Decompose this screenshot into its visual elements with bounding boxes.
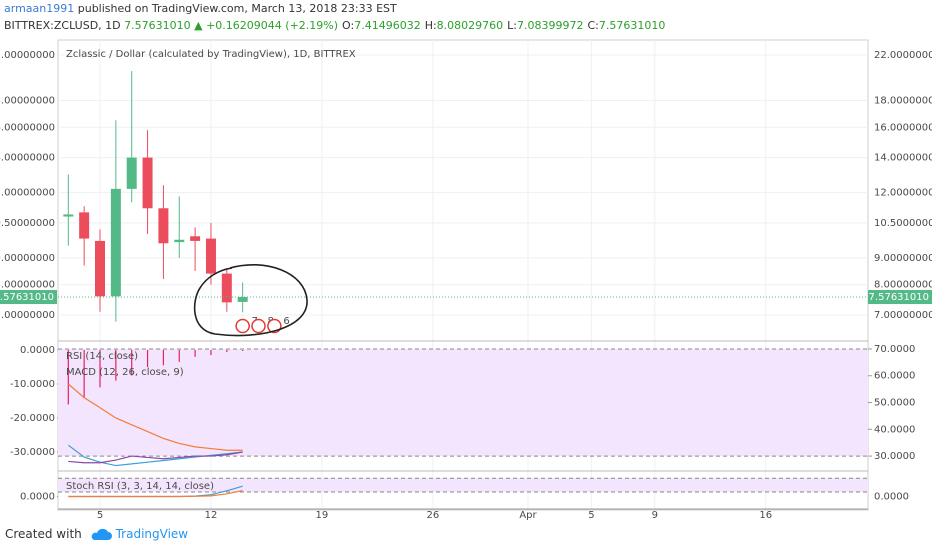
last-price-label: 7.57631010 <box>869 292 929 303</box>
y-tick-label: 0.0000 <box>20 345 55 356</box>
indicator-line <box>68 489 243 498</box>
y-tick-label: -30.0000 <box>10 447 55 458</box>
chart-title: Zclassic / Dollar (calculated by Trading… <box>66 49 356 60</box>
published: published on TradingView.com, March 13, … <box>77 2 397 15</box>
y2-tick-label: 7.00000000 <box>874 310 932 321</box>
x-tick-label: Apr <box>519 510 537 520</box>
last-price: 7.57631010 <box>124 19 191 32</box>
ohlc-value: 7.08399972 <box>517 19 584 32</box>
ohlc: O:7.41496032 H:8.08029760 L:7.08399972 C:7.… <box>338 19 665 32</box>
ohlc-label: O: <box>342 19 355 32</box>
band-fill <box>58 478 868 492</box>
band-fill <box>58 348 868 457</box>
ohlc-label: H: <box>424 19 437 32</box>
indicator-label: RSI (14, close) <box>66 351 138 362</box>
header: armaan1991 published on TradingView.com,… <box>4 0 665 34</box>
y2-tick-label: 70.0000 <box>874 344 915 355</box>
change: ▲ +0.16209044 (+2.19%) <box>194 19 339 32</box>
indicator-line <box>67 383 243 451</box>
x-tick-label: 26 <box>427 510 440 520</box>
y2-tick-label: 10.50000000 <box>874 218 932 229</box>
y2-tick-label: 50.0000 <box>874 398 915 409</box>
y-tick-label: 0.0000 <box>20 492 55 503</box>
y2-tick-label: 30.0000 <box>874 451 915 462</box>
candle-body <box>158 208 169 244</box>
ohlc-value: 8.08029760 <box>436 19 504 32</box>
y2-tick-label: 16.00000000 <box>874 122 932 133</box>
x-tick-label: 5 <box>588 510 594 520</box>
y2-tick-label: 22.00000000 <box>874 50 932 61</box>
candle-body <box>205 238 216 274</box>
last-price-box <box>0 290 57 305</box>
author[interactable]: armaan1991 <box>4 2 75 15</box>
candle-body <box>126 157 137 189</box>
candle-body <box>95 240 106 297</box>
x-tick-label: 16 <box>759 510 772 520</box>
x-tick-label: 19 <box>316 510 329 520</box>
indicator-line <box>68 451 243 464</box>
candle-body <box>190 236 201 241</box>
brand[interactable]: TradingView <box>115 527 189 541</box>
y-tick-label: 10.50000000 <box>0 218 55 229</box>
y2-tick-label: 8.00000000 <box>874 280 932 291</box>
candle-body <box>174 239 185 243</box>
y-tick-label: -10.0000 <box>10 379 55 390</box>
last-price-box <box>868 290 932 305</box>
x-tick-label: 5 <box>97 510 103 520</box>
event-count: 6 <box>283 316 289 327</box>
y-tick-label: -20.0000 <box>10 413 55 424</box>
y2-tick-label: 12.00000000 <box>874 188 932 199</box>
y2-tick-label: 60.0000 <box>874 371 915 382</box>
candle-body <box>79 212 90 239</box>
footer: Created with TradingView <box>5 527 188 541</box>
event-icon <box>251 318 266 334</box>
hand-drawn-circle <box>193 264 308 337</box>
candle-body <box>142 157 153 209</box>
created-with: Created with <box>5 527 82 541</box>
y2-tick-label: 18.00000000 <box>874 96 932 107</box>
chart: 786 5 12 19 26 Apr 5 9 16 7.00000000 7.00000000 8.… <box>0 39 932 520</box>
x-tick-label: 12 <box>205 510 218 520</box>
header-line: armaan1991 published on TradingView.com,… <box>4 0 665 17</box>
candle-body <box>237 297 248 302</box>
y-tick-label: 9.00000000 <box>0 253 55 264</box>
marks: 786 <box>58 71 868 498</box>
ohlc-value: 7.41496032 <box>354 19 421 32</box>
y-tick-label: 22.00000000 <box>0 50 55 61</box>
y-tick-label: 12.00000000 <box>0 188 55 199</box>
y2-tick-label: 40.0000 <box>874 424 915 435</box>
indicator-label: Stoch RSI (3, 3, 14, 14, close) <box>66 481 214 492</box>
logo <box>91 528 112 540</box>
candle-body <box>63 214 74 217</box>
x-tick-label: 9 <box>652 510 658 520</box>
y2-tick-label: 0.0000 <box>874 492 909 503</box>
y-tick-label: 14.00000000 <box>0 153 55 164</box>
y-tick-label: 18.00000000 <box>0 96 55 107</box>
header-line: BITTREX:ZCLUSD, 1D 7.57631010 ▲ +0.16209… <box>4 17 665 34</box>
ohlc-label: L: <box>507 19 517 32</box>
ohlc-label: C: <box>587 19 599 32</box>
y2-tick-label: 14.00000000 <box>874 153 932 164</box>
left-axis-panel <box>0 40 57 510</box>
candle-body <box>110 188 121 297</box>
ohlc-value: 7.57631010 <box>598 19 666 32</box>
y2-tick-label: 9.00000000 <box>874 253 932 264</box>
indicator-label: MACD (12, 26, close, 9) <box>66 367 184 378</box>
y-tick-label: 7.00000000 <box>0 310 55 321</box>
candle-body <box>221 273 232 303</box>
grid <box>54 40 872 509</box>
symbol: BITTREX:ZCLUSD, 1D <box>4 19 121 32</box>
y-tick-label: 16.00000000 <box>0 122 55 133</box>
y-tick-label: 8.00000000 <box>0 280 55 291</box>
indicator-line <box>67 444 243 467</box>
event-icon <box>235 318 250 334</box>
last-price-label: 7.57631010 <box>0 292 54 303</box>
